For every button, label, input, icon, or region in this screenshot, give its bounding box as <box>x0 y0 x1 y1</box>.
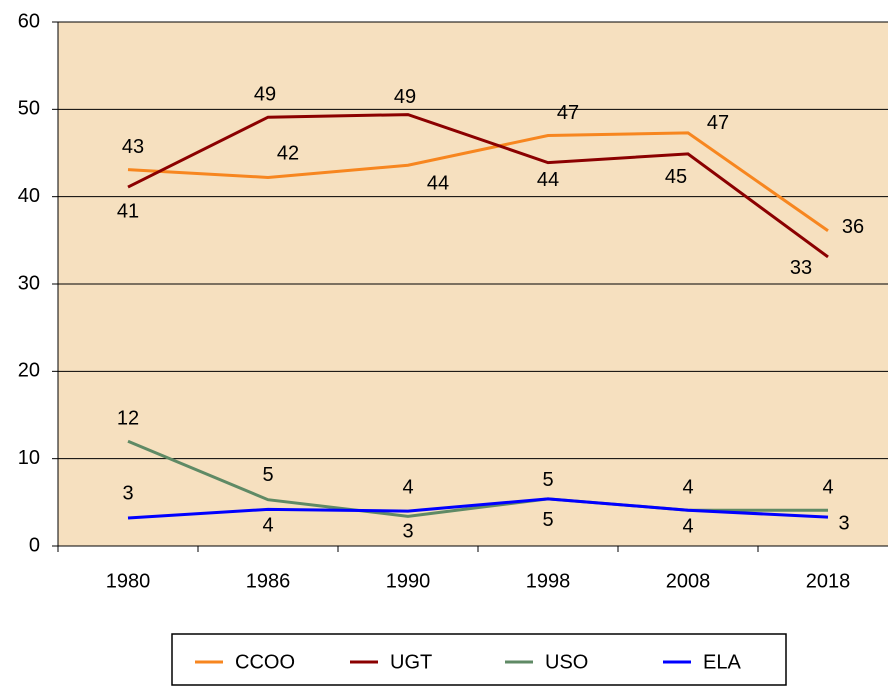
data-label: 5 <box>262 464 273 486</box>
data-label: 45 <box>665 166 687 188</box>
x-tick-label: 1986 <box>246 570 291 592</box>
legend-box <box>171 633 787 686</box>
data-label: 47 <box>557 102 579 124</box>
data-label: 5 <box>542 469 553 491</box>
y-tick-label: 20 <box>18 360 40 382</box>
data-label: 36 <box>842 216 864 238</box>
legend-label: UGT <box>390 651 432 673</box>
data-label: 44 <box>537 169 559 191</box>
data-label: 49 <box>394 86 416 108</box>
legend-label: USO <box>545 651 588 673</box>
data-label: 43 <box>122 136 144 158</box>
y-tick-label: 30 <box>18 272 40 294</box>
legend-label: ELA <box>703 651 741 673</box>
y-tick-label: 50 <box>18 98 40 120</box>
data-label: 3 <box>402 521 413 543</box>
legend-label: CCOO <box>235 651 295 673</box>
data-label: 3 <box>838 512 849 534</box>
data-label: 4 <box>402 476 413 498</box>
y-tick-label: 10 <box>18 447 40 469</box>
data-label: 4 <box>682 476 693 498</box>
line-series <box>127 497 829 520</box>
data-label: 41 <box>117 200 139 222</box>
x-tick-label: 2008 <box>666 570 711 592</box>
line-series <box>127 113 829 259</box>
x-tick-label: 1990 <box>386 570 431 592</box>
data-label: 3 <box>122 482 133 504</box>
x-tick-label: 1998 <box>526 570 571 592</box>
data-label: 4 <box>262 515 273 537</box>
data-label: 44 <box>427 173 449 195</box>
data-label: 47 <box>707 112 729 134</box>
data-label: 12 <box>117 407 139 429</box>
data-label: 42 <box>277 143 299 165</box>
y-tick-label: 0 <box>29 534 40 556</box>
y-tick-label: 60 <box>18 10 40 32</box>
data-label: 33 <box>790 257 812 279</box>
line-series <box>127 131 829 232</box>
y-tick-label: 40 <box>18 185 40 207</box>
x-tick-label: 2018 <box>806 570 851 592</box>
data-label: 4 <box>682 515 693 537</box>
data-label: 5 <box>542 509 553 531</box>
data-label: 4 <box>822 476 833 498</box>
x-tick-label: 1980 <box>106 570 151 592</box>
data-label: 49 <box>254 83 276 105</box>
